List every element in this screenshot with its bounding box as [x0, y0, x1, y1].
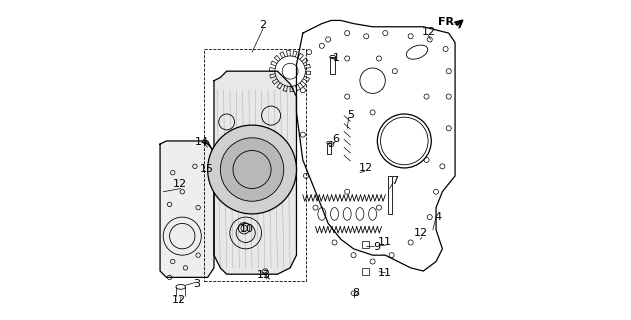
- Circle shape: [208, 125, 297, 214]
- Text: 11: 11: [379, 268, 392, 278]
- Text: 12: 12: [358, 163, 373, 173]
- Text: 10: 10: [240, 224, 254, 234]
- Polygon shape: [214, 71, 297, 274]
- Text: 12: 12: [172, 295, 186, 305]
- Bar: [327, 142, 331, 154]
- Text: 7: 7: [391, 176, 398, 186]
- Text: 4: 4: [434, 212, 441, 222]
- Bar: [362, 241, 369, 248]
- Text: 12: 12: [422, 28, 436, 37]
- Text: 12: 12: [173, 179, 187, 189]
- Text: 9: 9: [373, 242, 380, 252]
- Bar: [204, 49, 306, 281]
- Polygon shape: [160, 141, 214, 277]
- Text: 6: 6: [332, 134, 339, 144]
- Text: FR.: FR.: [439, 17, 459, 27]
- Text: 8: 8: [353, 288, 360, 298]
- Bar: [330, 57, 336, 74]
- Text: 14: 14: [195, 137, 209, 147]
- Bar: [388, 176, 392, 214]
- Bar: [362, 268, 369, 275]
- Text: 5: 5: [347, 110, 354, 120]
- Circle shape: [220, 138, 284, 201]
- Text: 13: 13: [257, 270, 271, 280]
- Text: 11: 11: [379, 237, 392, 247]
- Text: 2: 2: [259, 20, 267, 30]
- Text: 1: 1: [333, 53, 339, 63]
- Text: 15: 15: [200, 164, 214, 174]
- Text: 3: 3: [193, 279, 200, 289]
- Text: 12: 12: [414, 228, 428, 238]
